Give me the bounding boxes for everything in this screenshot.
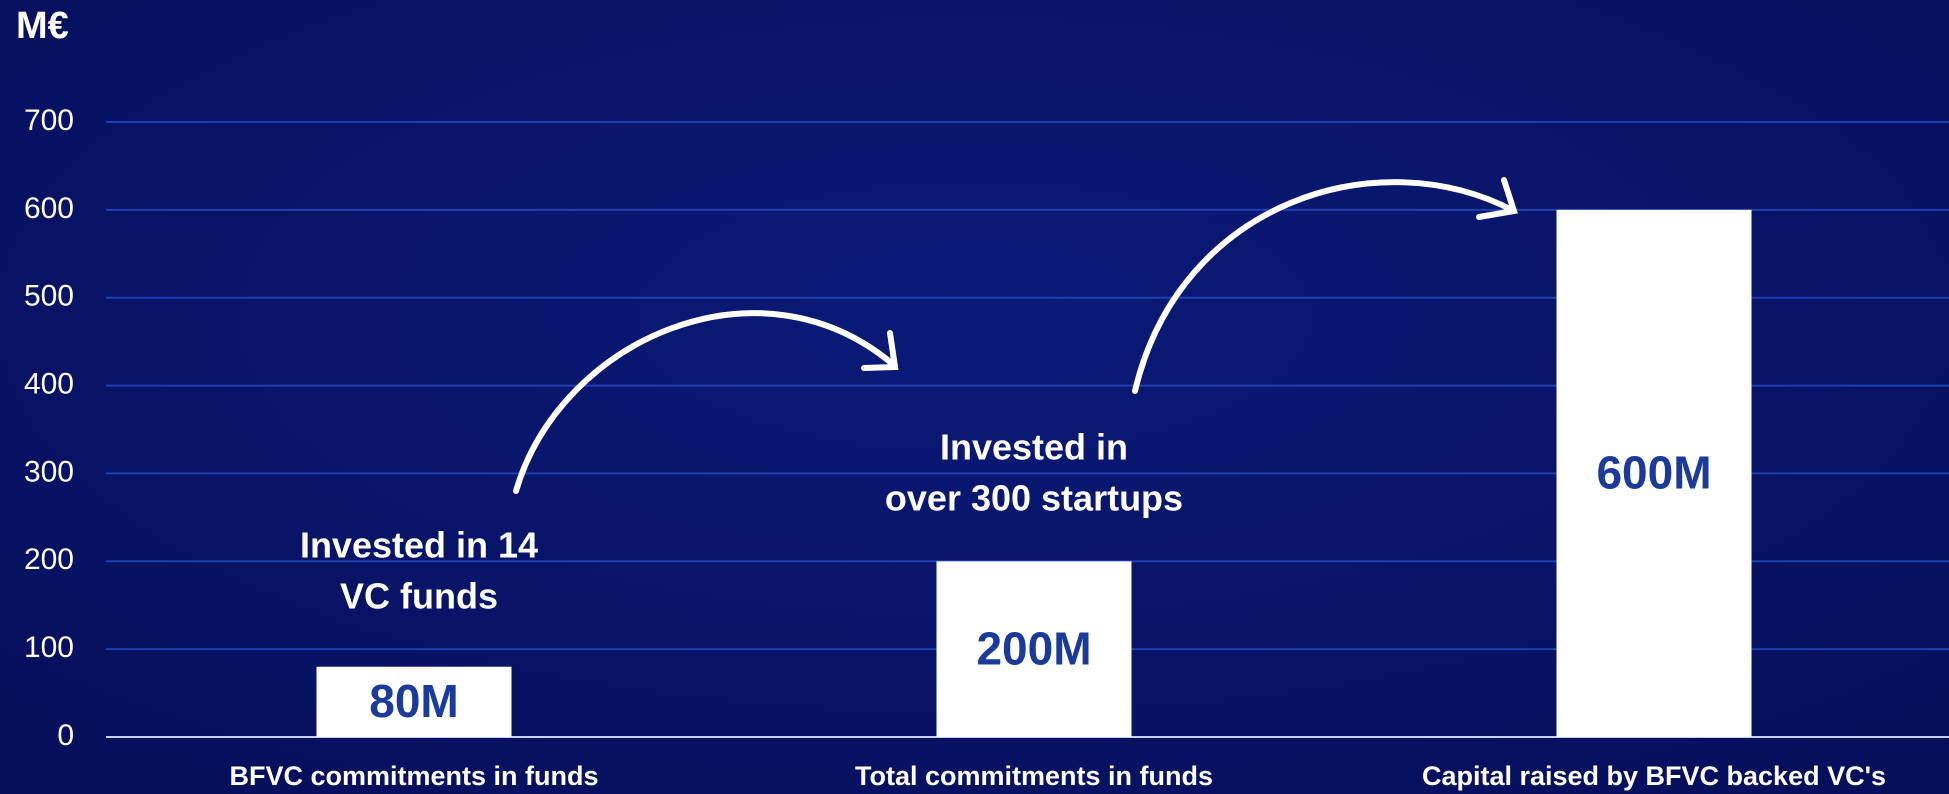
x-tick-label: BFVC commitments in funds bbox=[229, 761, 598, 791]
arrows bbox=[513, 177, 1518, 494]
arrow bbox=[1132, 179, 1517, 394]
annotation: VC funds bbox=[340, 576, 498, 617]
x-tick-label: Capital raised by BFVC backed VC's bbox=[1422, 761, 1886, 791]
bars: BFVC commitments in funds 80M Total commit… bbox=[229, 209, 1886, 791]
y-axis-label: M€ bbox=[16, 5, 69, 47]
value-label: 80M bbox=[369, 675, 458, 727]
value-label: 600M bbox=[1596, 447, 1711, 499]
bar bbox=[316, 666, 512, 737]
y-tick-label: 0 bbox=[57, 719, 74, 752]
y-tick-label: 600 bbox=[24, 192, 74, 225]
annotation: Invested in 14 bbox=[300, 525, 538, 566]
y-tick-label: 300 bbox=[24, 455, 74, 488]
arrow bbox=[513, 310, 898, 494]
value-label: 200M bbox=[976, 622, 1091, 674]
y-tick-label: 100 bbox=[24, 631, 74, 664]
arrow-head bbox=[861, 330, 899, 371]
x-tick-label: Total commitments in funds bbox=[855, 761, 1213, 791]
y-tick-label: 700 bbox=[24, 104, 74, 137]
bar bbox=[936, 561, 1132, 737]
annotation: Invested in bbox=[940, 427, 1128, 468]
y-tick-label: 200 bbox=[24, 543, 74, 576]
y-tick-label: 500 bbox=[24, 280, 74, 313]
y-tick-label: 400 bbox=[24, 367, 74, 400]
arrow-head bbox=[1476, 177, 1518, 220]
bar bbox=[1556, 209, 1752, 737]
annotation: over 300 startups bbox=[885, 478, 1183, 519]
